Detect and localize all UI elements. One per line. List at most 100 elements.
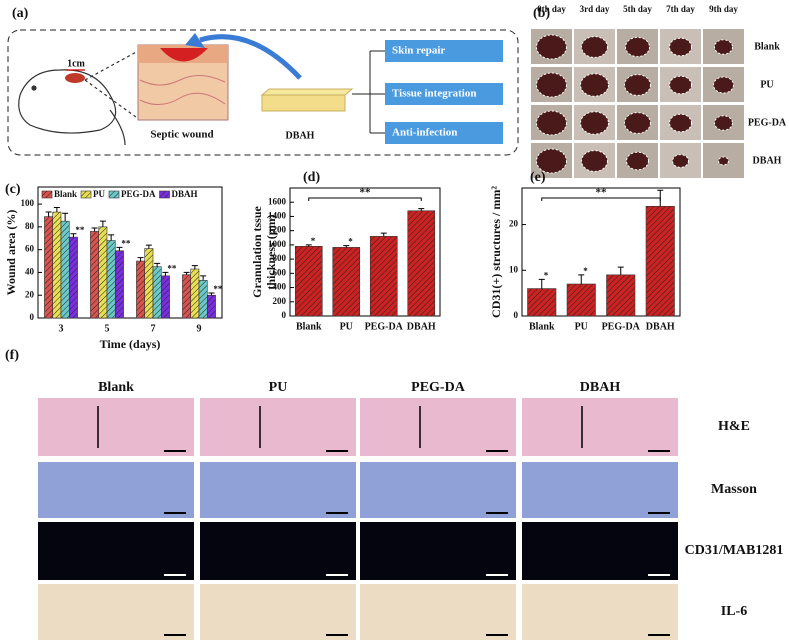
- micrograph: [360, 522, 516, 580]
- arrow: [199, 34, 302, 80]
- error-bar: [53, 207, 60, 213]
- wound: [581, 150, 608, 172]
- arrow-head: [185, 33, 205, 48]
- y-tick-label: 0: [30, 312, 35, 322]
- y-axis-label: CD31(+) structures / mm²: [489, 186, 503, 318]
- bar: [44, 216, 54, 319]
- bar: [527, 288, 557, 317]
- wound: [669, 75, 692, 95]
- x-tick-label: PU: [340, 321, 353, 332]
- legend-label: Blank: [54, 189, 77, 199]
- bar: [160, 275, 170, 319]
- x-tick-label: 7: [151, 323, 156, 334]
- error-bar: [305, 244, 312, 247]
- wound-text: Septic wound: [150, 129, 213, 141]
- wound: [669, 37, 692, 57]
- scale-text: 1cm: [67, 58, 85, 69]
- error-bar: [200, 275, 207, 281]
- micrograph: [522, 522, 678, 580]
- y-tick-label: 0: [282, 310, 287, 320]
- error-bar: [538, 278, 545, 289]
- x-tick-label: 5: [105, 323, 110, 334]
- y-tick-label: 20: [25, 289, 35, 299]
- row-label: Masson: [711, 482, 757, 497]
- micrograph: [38, 398, 194, 456]
- bar: [606, 274, 636, 317]
- bar: [645, 205, 675, 317]
- micrograph: [360, 584, 516, 640]
- x-tick-label: 9: [197, 323, 202, 334]
- bar: [106, 240, 116, 319]
- x-tick-label: PEG-DA: [365, 321, 404, 332]
- error-bar: [45, 211, 52, 217]
- error-bar: [62, 212, 69, 222]
- x-tick-label: 3: [59, 323, 64, 334]
- y-tick-label: 10: [509, 264, 519, 274]
- column-label: PEG-DA: [411, 380, 466, 395]
- bar: [52, 211, 62, 319]
- y-tick-label: 600: [273, 267, 287, 277]
- significance: *: [583, 266, 588, 276]
- skin-block: [137, 44, 229, 121]
- significance: **: [121, 238, 131, 248]
- panel-label: (f): [5, 348, 19, 363]
- x-tick-label: DBAH: [646, 321, 675, 332]
- material-text: DBAH: [286, 130, 315, 141]
- bar: [60, 220, 70, 319]
- error-bar: [154, 262, 161, 267]
- bar: [136, 260, 146, 319]
- micrograph: [38, 462, 194, 518]
- brace: [352, 50, 385, 134]
- y-tick-label: 1200: [268, 225, 287, 235]
- significance: **: [596, 187, 608, 199]
- micrograph: [522, 584, 678, 640]
- significance: *: [348, 237, 353, 247]
- bar: [144, 248, 154, 319]
- panel-label: (a): [12, 6, 29, 21]
- error-bar: [137, 257, 144, 262]
- error-bar: [578, 274, 585, 284]
- group-label: Blank: [754, 41, 780, 52]
- plot-frame: [521, 187, 681, 317]
- row-label: IL-6: [721, 604, 747, 619]
- micrograph: [360, 398, 516, 456]
- error-bar: [418, 208, 425, 211]
- panel-label: (e): [530, 170, 546, 185]
- day-label: 5th day: [623, 4, 652, 14]
- y-tick-label: 40: [25, 266, 35, 276]
- legend-label: PU: [93, 189, 105, 199]
- micrograph: [522, 462, 678, 518]
- legend-label: DBAH: [172, 189, 198, 199]
- significance: **: [75, 225, 85, 235]
- wound: [713, 76, 734, 94]
- group-label: DBAH: [753, 155, 782, 166]
- micrograph: [200, 398, 356, 456]
- y-tick-label: 1400: [268, 211, 287, 221]
- micrograph: [38, 522, 194, 580]
- error-bar: [183, 271, 190, 275]
- wound: [536, 72, 567, 98]
- significance: *: [544, 270, 549, 280]
- bar: [90, 231, 100, 319]
- error-bar: [617, 266, 624, 275]
- x-tick-label: Blank: [529, 321, 555, 332]
- error-bar: [116, 246, 123, 251]
- error-bar: [380, 232, 387, 237]
- x-tick-label: PU: [575, 321, 588, 332]
- y-tick-label: 1000: [268, 239, 287, 249]
- legend-swatch: [108, 190, 120, 199]
- bar: [294, 246, 323, 317]
- y-tick-label: 0: [514, 310, 519, 320]
- x-tick-label: DBAH: [407, 321, 436, 332]
- wound: [714, 115, 733, 131]
- micrograph: [360, 462, 516, 518]
- y-axis-label: thickness (μm): [264, 214, 278, 289]
- significance-bracket: [308, 197, 422, 201]
- wound: [580, 73, 609, 97]
- legend-swatch: [41, 190, 53, 199]
- legend-label: PEG-DA: [121, 189, 156, 199]
- bar: [114, 250, 124, 319]
- legend-swatch: [80, 190, 92, 199]
- error-bar: [343, 245, 350, 248]
